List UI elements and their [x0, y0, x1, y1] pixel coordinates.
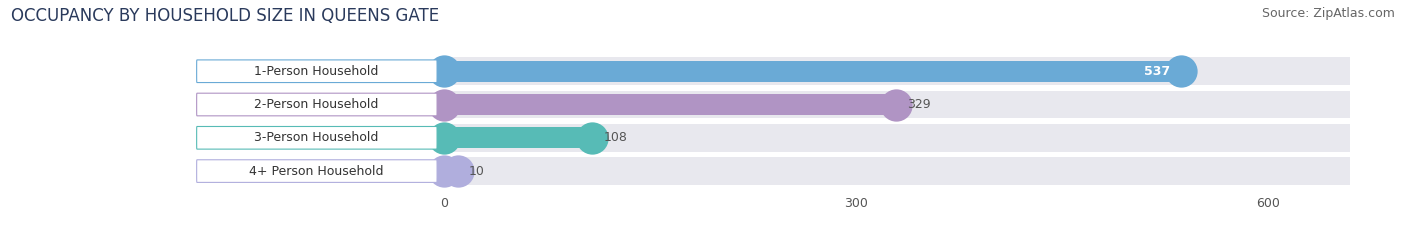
Text: 2-Person Household: 2-Person Household — [254, 98, 378, 111]
Bar — [444, 157, 1350, 185]
FancyBboxPatch shape — [197, 160, 437, 182]
Bar — [444, 127, 592, 148]
FancyBboxPatch shape — [197, 60, 437, 82]
Text: OCCUPANCY BY HOUSEHOLD SIZE IN QUEENS GATE: OCCUPANCY BY HOUSEHOLD SIZE IN QUEENS GA… — [11, 7, 439, 25]
Bar — [444, 57, 1350, 85]
Point — [446, 169, 468, 173]
Text: 108: 108 — [603, 131, 627, 144]
FancyBboxPatch shape — [197, 127, 437, 149]
Point — [581, 136, 603, 140]
Bar — [444, 161, 457, 182]
Text: 10: 10 — [468, 164, 485, 178]
Text: 1-Person Household: 1-Person Household — [254, 65, 378, 78]
Text: 3-Person Household: 3-Person Household — [254, 131, 378, 144]
Bar — [444, 124, 1350, 152]
Bar — [444, 94, 896, 115]
Point — [433, 103, 456, 106]
Text: 537: 537 — [1144, 65, 1170, 78]
Point — [433, 169, 456, 173]
FancyBboxPatch shape — [197, 93, 437, 116]
Bar — [444, 91, 1350, 119]
Bar — [444, 61, 1181, 82]
Text: Source: ZipAtlas.com: Source: ZipAtlas.com — [1261, 7, 1395, 20]
Text: 329: 329 — [907, 98, 931, 111]
Point — [884, 103, 907, 106]
Point — [433, 69, 456, 73]
Point — [433, 136, 456, 140]
Point — [1170, 69, 1192, 73]
Text: 4+ Person Household: 4+ Person Household — [249, 164, 384, 178]
